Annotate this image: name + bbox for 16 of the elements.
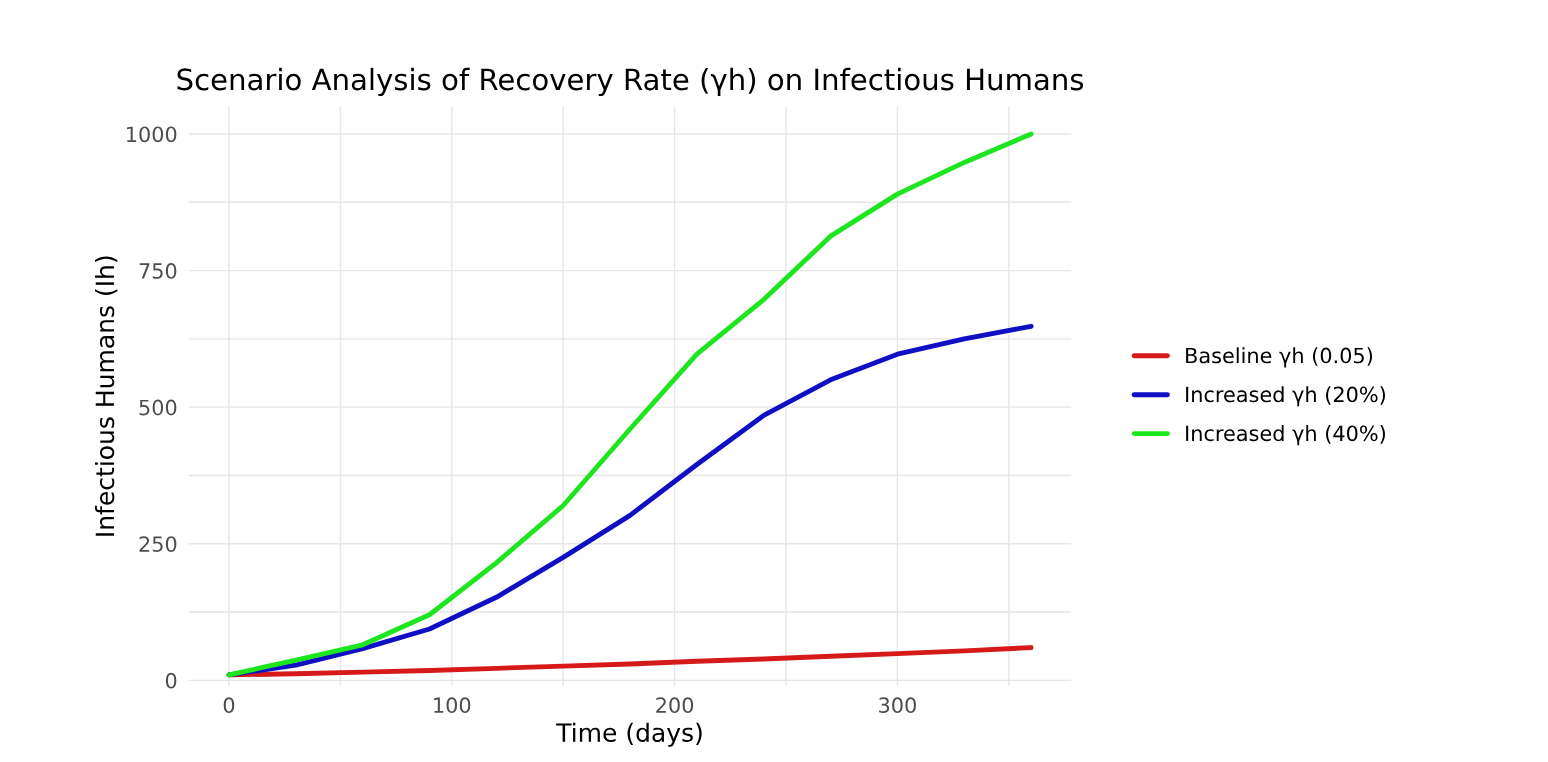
legend-label: Increased γh (40%) (1186, 425, 1386, 446)
y-tick-label: 500 (139, 399, 177, 416)
line-series (226, 131, 1034, 678)
y-axis-title: Infectious Humans (Ih) (94, 256, 118, 536)
legend-label: Increased γh (20%) (1186, 386, 1386, 407)
y-tick-label: 250 (139, 536, 177, 552)
y-tick-label: 1000 (127, 126, 177, 143)
y-tick-label: 0 (165, 672, 177, 689)
x-tick-label: 200 (656, 697, 694, 714)
x-tick-label: 300 (879, 697, 916, 714)
x-axis-title: Time (days) (556, 722, 702, 747)
y-tick-label: 750 (139, 263, 177, 279)
x-tick-label: 100 (434, 697, 471, 714)
legend-label: Baseline γh (0.05) (1186, 347, 1373, 368)
x-tick-label: 0 (223, 697, 235, 714)
chart-title: Scenario Analysis of Recovery Rate (γh) on Infectious Humans (177, 67, 1084, 97)
